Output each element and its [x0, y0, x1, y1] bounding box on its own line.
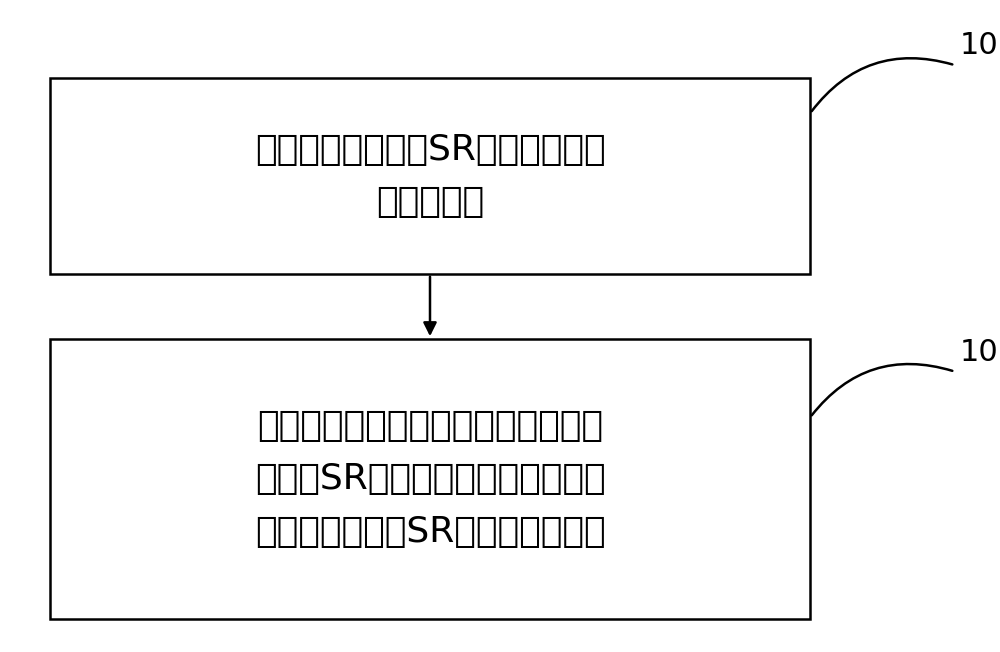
Text: 101: 101	[960, 31, 1000, 60]
Text: 从网络侧设备接收SR起始符号位置
的配置信息: 从网络侧设备接收SR起始符号位置 的配置信息	[255, 132, 605, 220]
FancyBboxPatch shape	[50, 78, 810, 274]
Text: 根据上下行传输资源的配置信息，以
及所述SR起始符号位置的配置信息
，确定用于发送SR起始符号的位置: 根据上下行传输资源的配置信息，以 及所述SR起始符号位置的配置信息 ，确定用于发…	[255, 409, 605, 549]
FancyBboxPatch shape	[50, 339, 810, 619]
Text: 102: 102	[960, 338, 1000, 366]
